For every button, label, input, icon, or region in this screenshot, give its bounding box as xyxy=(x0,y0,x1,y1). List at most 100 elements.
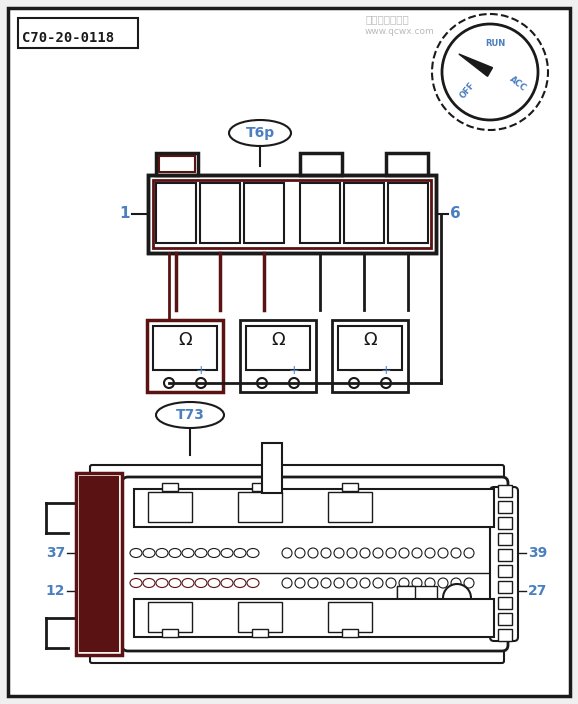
Text: T6p: T6p xyxy=(246,126,275,140)
FancyBboxPatch shape xyxy=(262,443,282,493)
FancyBboxPatch shape xyxy=(498,581,512,593)
Circle shape xyxy=(347,608,357,618)
Circle shape xyxy=(464,548,474,558)
Circle shape xyxy=(425,578,435,588)
Text: 12: 12 xyxy=(46,584,65,598)
FancyBboxPatch shape xyxy=(148,492,192,522)
Circle shape xyxy=(373,608,383,618)
Ellipse shape xyxy=(143,579,155,588)
Ellipse shape xyxy=(195,579,207,588)
FancyBboxPatch shape xyxy=(300,183,340,243)
Ellipse shape xyxy=(229,120,291,146)
Circle shape xyxy=(334,608,344,618)
Ellipse shape xyxy=(208,579,220,588)
Circle shape xyxy=(451,578,461,588)
FancyBboxPatch shape xyxy=(252,629,268,637)
Circle shape xyxy=(196,378,206,388)
Text: T73: T73 xyxy=(176,408,205,422)
FancyBboxPatch shape xyxy=(252,483,268,491)
Text: Ω: Ω xyxy=(271,331,285,349)
Text: Ω: Ω xyxy=(363,331,377,349)
Circle shape xyxy=(308,548,318,558)
Ellipse shape xyxy=(175,608,187,617)
Circle shape xyxy=(349,378,359,388)
FancyBboxPatch shape xyxy=(238,492,282,522)
Circle shape xyxy=(412,608,422,618)
Circle shape xyxy=(321,548,331,558)
FancyBboxPatch shape xyxy=(498,565,512,577)
Circle shape xyxy=(295,578,305,588)
Text: Ω: Ω xyxy=(178,331,192,349)
Ellipse shape xyxy=(247,579,259,588)
Circle shape xyxy=(360,578,370,588)
Ellipse shape xyxy=(221,579,233,588)
Ellipse shape xyxy=(201,608,213,617)
FancyBboxPatch shape xyxy=(76,473,122,655)
FancyBboxPatch shape xyxy=(134,489,494,527)
Circle shape xyxy=(347,548,357,558)
FancyBboxPatch shape xyxy=(498,629,512,641)
Ellipse shape xyxy=(156,548,168,558)
Circle shape xyxy=(451,548,461,558)
Circle shape xyxy=(289,378,299,388)
FancyBboxPatch shape xyxy=(200,183,240,243)
FancyBboxPatch shape xyxy=(8,8,570,696)
Text: 27: 27 xyxy=(528,584,547,598)
Ellipse shape xyxy=(234,548,246,558)
Circle shape xyxy=(347,578,357,588)
FancyBboxPatch shape xyxy=(498,549,512,561)
Circle shape xyxy=(386,578,396,588)
FancyBboxPatch shape xyxy=(122,477,508,651)
Text: RUN: RUN xyxy=(485,39,505,49)
Ellipse shape xyxy=(169,579,181,588)
Ellipse shape xyxy=(247,548,259,558)
Circle shape xyxy=(308,578,318,588)
FancyBboxPatch shape xyxy=(498,501,512,513)
Circle shape xyxy=(334,578,344,588)
Circle shape xyxy=(386,608,396,618)
Ellipse shape xyxy=(149,608,161,617)
FancyBboxPatch shape xyxy=(156,153,198,175)
FancyBboxPatch shape xyxy=(153,326,217,370)
Circle shape xyxy=(321,578,331,588)
Circle shape xyxy=(381,378,391,388)
FancyBboxPatch shape xyxy=(328,492,372,522)
Ellipse shape xyxy=(136,608,148,617)
Ellipse shape xyxy=(227,608,239,617)
Circle shape xyxy=(373,578,383,588)
Circle shape xyxy=(386,548,396,558)
FancyBboxPatch shape xyxy=(490,487,518,641)
Text: −: − xyxy=(257,365,267,377)
FancyBboxPatch shape xyxy=(80,477,118,651)
FancyBboxPatch shape xyxy=(300,153,342,175)
Ellipse shape xyxy=(182,548,194,558)
Text: OFF: OFF xyxy=(459,80,477,100)
FancyBboxPatch shape xyxy=(18,18,138,48)
FancyBboxPatch shape xyxy=(338,326,402,370)
Text: 39: 39 xyxy=(528,546,547,560)
FancyBboxPatch shape xyxy=(162,483,178,491)
FancyBboxPatch shape xyxy=(156,183,196,243)
Circle shape xyxy=(373,548,383,558)
Text: 6: 6 xyxy=(450,206,461,222)
Circle shape xyxy=(438,578,448,588)
Circle shape xyxy=(282,608,292,618)
Circle shape xyxy=(321,608,331,618)
Circle shape xyxy=(442,24,538,120)
Text: +: + xyxy=(288,365,299,377)
Ellipse shape xyxy=(130,548,142,558)
FancyBboxPatch shape xyxy=(134,599,494,637)
FancyBboxPatch shape xyxy=(148,602,192,632)
Ellipse shape xyxy=(130,579,142,588)
Ellipse shape xyxy=(156,402,224,428)
Circle shape xyxy=(425,608,435,618)
FancyBboxPatch shape xyxy=(342,483,358,491)
Circle shape xyxy=(360,548,370,558)
Circle shape xyxy=(282,578,292,588)
Circle shape xyxy=(412,578,422,588)
FancyBboxPatch shape xyxy=(244,183,284,243)
FancyBboxPatch shape xyxy=(397,586,415,604)
Polygon shape xyxy=(459,54,492,76)
Ellipse shape xyxy=(182,579,194,588)
Ellipse shape xyxy=(143,548,155,558)
